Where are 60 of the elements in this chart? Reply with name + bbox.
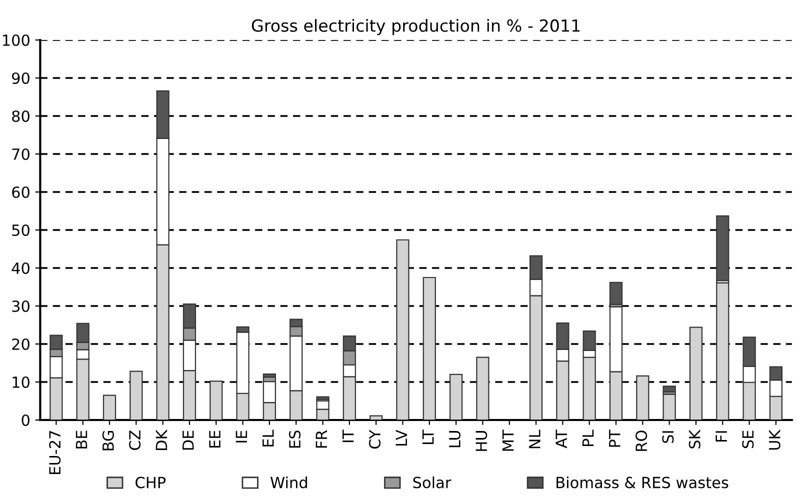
y-tick-label: 50 <box>12 224 30 236</box>
x-tick-label: FR <box>316 430 327 448</box>
x-tick-label: EU-27 <box>49 431 61 474</box>
legend-label: Solar <box>413 476 452 488</box>
x-tick-label: LU <box>449 431 460 448</box>
y-tick-label: 20 <box>12 338 30 350</box>
x-tick-label: BG <box>102 430 114 450</box>
x-tick-label: HU <box>476 431 488 451</box>
bar <box>662 394 676 420</box>
x-tick-label: EE <box>209 430 220 448</box>
bar <box>689 326 703 420</box>
bar <box>262 373 276 378</box>
bar <box>102 394 116 420</box>
x-tick-label: RO <box>636 430 648 451</box>
y-tick-label: 90 <box>12 72 30 84</box>
y-tick-label: 60 <box>12 186 30 198</box>
legend-label: Wind <box>270 476 307 488</box>
legend-label: CHP <box>136 476 166 488</box>
x-tick-label: CY <box>368 430 381 449</box>
x-tick-label: MT <box>502 430 514 451</box>
x-tick-label: DE <box>182 430 194 450</box>
bar <box>716 215 730 282</box>
bar <box>450 374 463 420</box>
y-tick-label: 70 <box>12 148 30 160</box>
x-tick-label: SK <box>688 429 700 448</box>
y-tick-label: 40 <box>12 262 30 274</box>
bar <box>636 375 650 420</box>
x-tick-label: DK <box>156 429 168 450</box>
bar <box>130 370 143 420</box>
y-tick-label: 100 <box>2 34 30 46</box>
x-tick-label: IE <box>236 430 248 442</box>
bar <box>476 356 490 420</box>
chart-title: Gross electricity production in % - 2011 <box>252 19 580 36</box>
bar <box>370 415 383 420</box>
legend-label: Biomass & RES wastes <box>556 476 728 488</box>
y-tick-label: 10 <box>12 376 30 388</box>
x-tick-label: SE <box>742 430 754 448</box>
bar <box>396 239 410 420</box>
x-tick-label: SI <box>662 431 674 443</box>
y-tick-label: 80 <box>12 110 30 122</box>
x-tick-label: PL <box>582 430 594 446</box>
x-tick-label: IT <box>342 430 354 442</box>
y-tick-label: 30 <box>12 300 30 312</box>
x-tick-label: PT <box>609 430 620 447</box>
bar <box>609 282 623 306</box>
bar <box>716 282 730 420</box>
x-tick-label: LT <box>422 430 434 444</box>
x-tick-label: CZ <box>129 430 141 450</box>
x-tick-label: EL <box>262 430 274 446</box>
x-tick-label: ES <box>288 430 301 448</box>
x-tick-label: LV <box>396 430 407 446</box>
x-tick-label: UK <box>769 429 780 450</box>
x-tick-label: NL <box>529 430 540 448</box>
y-tick-label: 0 <box>22 414 30 426</box>
bar <box>662 386 676 392</box>
bar <box>210 380 223 420</box>
x-tick-label: AT <box>556 430 567 448</box>
bar <box>422 276 436 420</box>
x-tick-label: BE <box>76 430 88 448</box>
x-tick-label: FI <box>716 431 727 442</box>
